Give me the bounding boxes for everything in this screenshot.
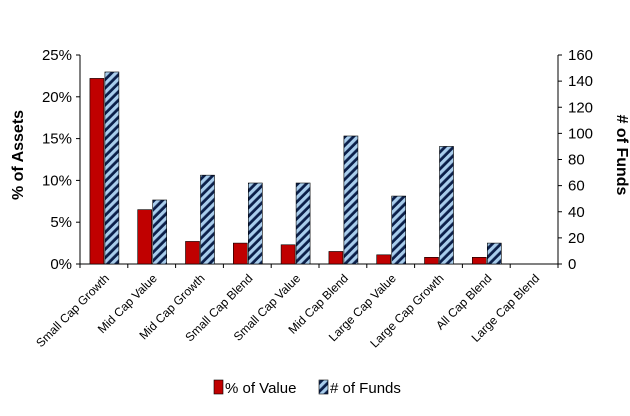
bar-value — [185, 241, 200, 265]
bar-value — [280, 244, 296, 265]
y-tick-label-right: 140 — [568, 73, 593, 90]
bar-value — [424, 257, 439, 265]
y-tick-label-right: 80 — [568, 152, 585, 169]
y-axis-title-left: % of Assets — [10, 110, 27, 200]
y-tick-label-left: 0% — [50, 256, 72, 273]
bar-value — [376, 254, 392, 265]
y-tick-label-left: 10% — [42, 172, 72, 189]
bar-funds — [152, 199, 167, 265]
y-tick-label-right: 20 — [568, 230, 585, 247]
y-tick-label-left: 5% — [50, 214, 72, 231]
y-tick-label-left: 20% — [42, 89, 72, 106]
legend-swatch-value — [213, 379, 224, 395]
legend-label-value: % of Value — [225, 380, 296, 397]
bar-funds — [343, 135, 359, 265]
x-tick-label: Small Cap Growth — [33, 271, 112, 350]
y-tick-label-right: 120 — [568, 99, 593, 116]
y-tick-label-right: 0 — [568, 256, 576, 273]
y-tick-label-left: 15% — [42, 131, 72, 148]
bar-value — [328, 251, 344, 265]
bar-funds — [248, 182, 263, 265]
legend-swatch-funds — [318, 379, 329, 395]
bar-funds — [439, 146, 454, 265]
bar-funds — [295, 182, 311, 265]
bar-funds — [486, 242, 502, 265]
legend: % of Value # of Funds — [213, 379, 401, 397]
y-axis-title-right: # of Funds — [613, 115, 630, 196]
bar-value — [137, 209, 152, 265]
y-tick-label-right: 160 — [568, 47, 593, 64]
y-tick-label-right: 60 — [568, 178, 585, 195]
y-tick-label-left: 25% — [42, 47, 72, 64]
y-tick-label-right: 40 — [568, 204, 585, 221]
bar-value — [89, 78, 105, 265]
bar-funds — [391, 195, 407, 265]
y-tick-label-right: 100 — [568, 125, 593, 142]
bar-value — [233, 242, 248, 265]
bar-funds — [200, 174, 215, 265]
legend-label-funds: # of Funds — [330, 380, 401, 397]
bar-funds — [104, 71, 120, 265]
bar-value — [471, 257, 487, 265]
